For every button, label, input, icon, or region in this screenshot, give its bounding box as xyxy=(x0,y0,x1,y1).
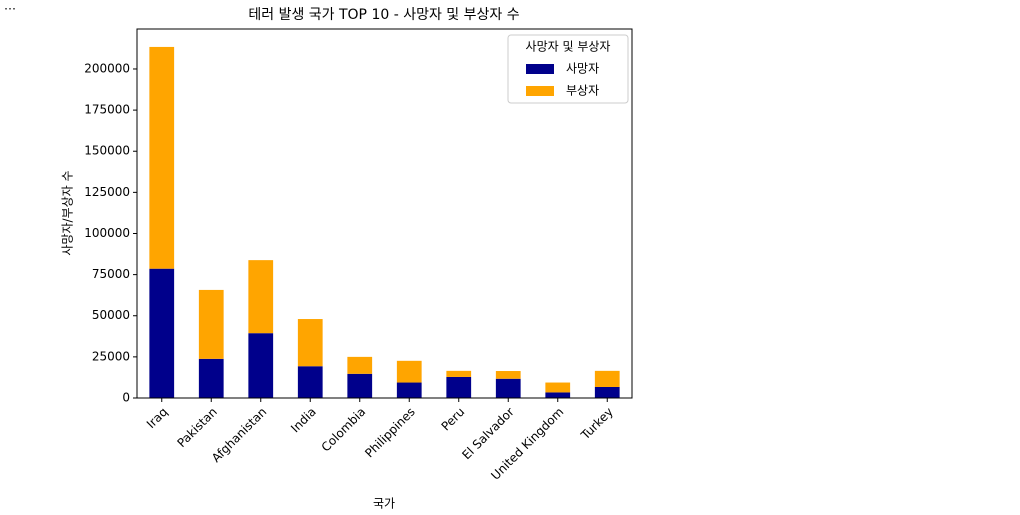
bar-segment xyxy=(594,370,620,387)
bar-segment xyxy=(446,370,472,377)
y-tick-label: 175000 xyxy=(84,103,130,117)
y-tick-label: 50000 xyxy=(92,308,130,322)
y-tick-label: 100000 xyxy=(84,226,130,240)
y-axis-label: 사망자/부상자 수 xyxy=(61,170,75,255)
x-tick-label: Turkey xyxy=(578,405,616,443)
x-axis-label: 국가 xyxy=(373,497,395,511)
bar-segment xyxy=(198,289,224,359)
bar-segment xyxy=(446,376,472,398)
chart-title: 테러 발생 국가 TOP 10 - 사망자 및 부상자 수 xyxy=(248,7,519,23)
bar-segment xyxy=(149,268,175,398)
legend-label: 사망자 xyxy=(566,62,599,76)
bar-segment xyxy=(347,356,373,374)
y-tick-label: 25000 xyxy=(92,349,130,363)
bar-segment xyxy=(545,382,571,393)
y-tick-label: 125000 xyxy=(84,185,130,199)
x-tick-label: Philippines xyxy=(362,405,418,461)
x-tick-label: Peru xyxy=(439,405,468,434)
y-tick-label: 200000 xyxy=(84,61,130,75)
y-tick-label: 150000 xyxy=(84,144,130,158)
legend-title: 사망자 및 부상자 xyxy=(526,40,611,54)
x-tick-label: Pakistan xyxy=(174,405,219,450)
legend-swatch xyxy=(526,86,554,96)
bar-segment xyxy=(297,319,323,367)
bar-segment xyxy=(149,46,175,269)
bar-segment xyxy=(248,260,274,334)
legend-swatch xyxy=(526,64,554,74)
y-tick-label: 0 xyxy=(122,391,130,405)
bar-segment xyxy=(297,366,323,398)
bar-segment xyxy=(495,371,521,379)
legend-label: 부상자 xyxy=(566,84,599,98)
bar-segment xyxy=(347,373,373,398)
bar-segment xyxy=(198,358,224,398)
bar-segment xyxy=(396,382,422,398)
bar-segment xyxy=(495,378,521,398)
x-tick-label: India xyxy=(288,405,319,436)
x-tick-label: Colombia xyxy=(319,405,369,455)
plot-frame xyxy=(136,28,633,399)
bar-segment xyxy=(396,360,422,383)
bar-segment xyxy=(248,333,274,398)
output-marker: … xyxy=(4,0,16,13)
bar-segment xyxy=(545,392,571,398)
bar-segment xyxy=(594,386,620,398)
x-tick-label: Iraq xyxy=(144,405,170,431)
y-tick-label: 75000 xyxy=(92,267,130,281)
